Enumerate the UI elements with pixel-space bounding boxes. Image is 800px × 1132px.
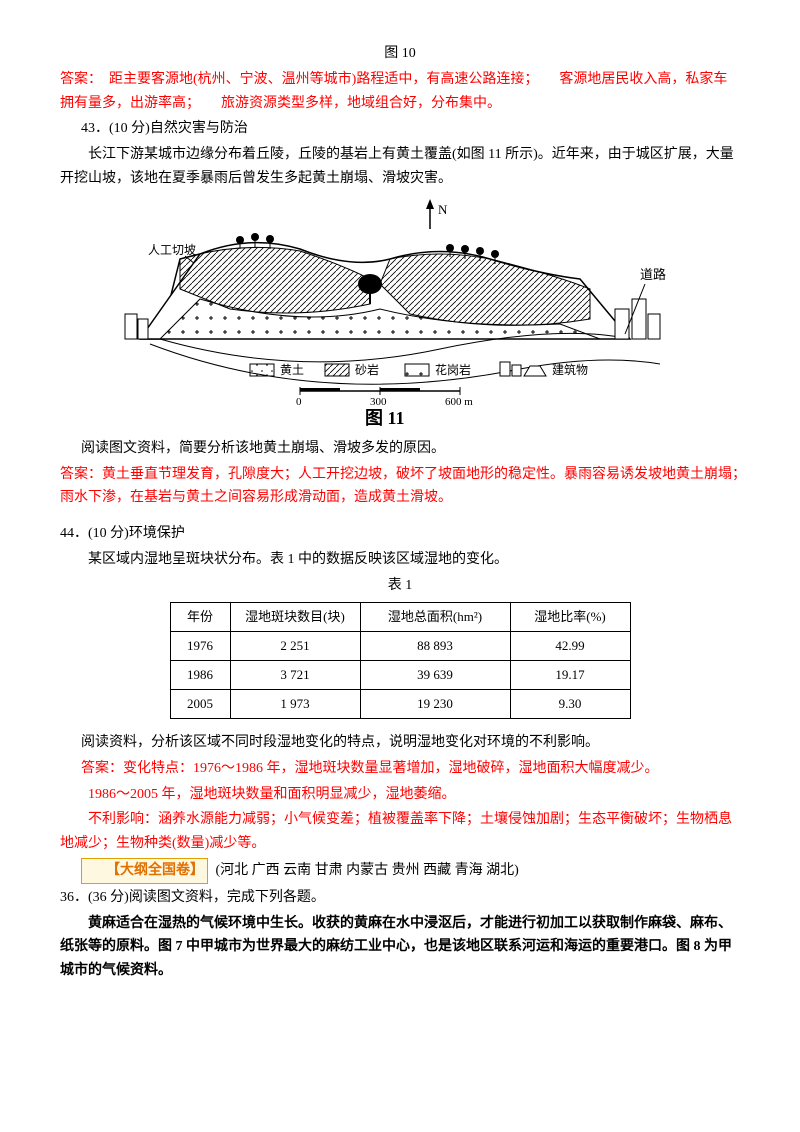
q44-ans1: 答案：变化特点：1976～1986 年，湿地斑块数量显著增加，湿地破碎，湿地面积… [60, 757, 740, 781]
cell: 2 251 [230, 631, 360, 660]
figure-11: N 人工切坡 [60, 199, 740, 429]
table-row: 2005 1 973 19 230 9.30 [170, 689, 630, 718]
wetland-table: 年份 湿地斑块数目(块) 湿地总面积(hm²) 湿地比率(%) 1976 2 2… [170, 602, 631, 719]
label-road: 道路 [640, 267, 666, 282]
scale-300: 300 [370, 396, 387, 408]
fig11-svg: N 人工切坡 [120, 199, 680, 429]
cell: 3 721 [230, 660, 360, 689]
cell: 1 973 [230, 689, 360, 718]
q43-answer: 答案：黄土垂直节理发育，孔隙度大；人工开挖边坡，破坏了坡面地形的稳定性。暴雨容易… [60, 463, 740, 511]
q44-stem: 某区域内湿地呈斑块状分布。表 1 中的数据反映该区域湿地的变化。 [60, 548, 740, 572]
legend-granite: 花岗岩 [435, 362, 471, 377]
dagang-line: 【大纲全国卷】 (河北 广西 云南 甘肃 内蒙古 贵州 西藏 青海 湖北) [60, 858, 740, 884]
cell: 2005 [170, 689, 230, 718]
q44-number: 44．(10 分)环境保护 [60, 522, 740, 546]
th-ratio: 湿地比率(%) [510, 602, 630, 631]
q44-prompt: 阅读资料，分析该区域不同时段湿地变化的特点，说明湿地变化对环境的不利影响。 [60, 731, 740, 755]
fig11-caption: 图 11 [365, 408, 405, 428]
scale-600: 600 m [445, 396, 473, 408]
label-n: N [438, 202, 448, 217]
cell: 1976 [170, 631, 230, 660]
legend-sandstone: 砂岩 [355, 362, 379, 377]
cell: 9.30 [510, 689, 630, 718]
th-patches: 湿地斑块数目(块) [230, 602, 360, 631]
legend-loess: 黄土 [280, 363, 304, 377]
th-year: 年份 [170, 602, 230, 631]
q44-ans2: 1986～2005 年，湿地斑块数量和面积明显减少，湿地萎缩。 [60, 783, 740, 807]
q36-stem: 黄麻适合在湿热的气候环境中生长。收获的黄麻在水中浸沤后，才能进行初加工以获取制作… [60, 912, 740, 983]
legend-building: 建筑物 [552, 362, 588, 377]
scale-0: 0 [296, 396, 302, 408]
dagang-tag: 【大纲全国卷】 [81, 858, 208, 884]
table1-caption: 表 1 [60, 574, 740, 598]
cell: 39 639 [360, 660, 510, 689]
q43-number: 43．(10 分)自然灾害与防治 [60, 117, 740, 141]
q44-ans3: 不利影响：涵养水源能力减弱；小气候变差；植被覆盖率下降；土壤侵蚀加剧；生态平衡破… [60, 808, 740, 856]
table-header-row: 年份 湿地斑块数目(块) 湿地总面积(hm²) 湿地比率(%) [170, 602, 630, 631]
cell: 42.99 [510, 631, 630, 660]
table-row: 1976 2 251 88 893 42.99 [170, 631, 630, 660]
cell: 19.17 [510, 660, 630, 689]
label-slope: 人工切坡 [148, 243, 196, 257]
th-area: 湿地总面积(hm²) [360, 602, 510, 631]
dagang-provinces: (河北 广西 云南 甘肃 内蒙古 贵州 西藏 青海 湖北) [216, 863, 519, 878]
cell: 19 230 [360, 689, 510, 718]
cell: 1986 [170, 660, 230, 689]
q36-number: 36．(36 分)阅读图文资料，完成下列各题。 [60, 886, 740, 910]
cell: 88 893 [360, 631, 510, 660]
q43-prompt: 阅读图文资料，简要分析该地黄土崩塌、滑坡多发的原因。 [60, 437, 740, 461]
answer-42: 答案： 距主要客源地(杭州、宁波、温州等城市)路程适中，有高速公路连接； 客源地… [60, 68, 740, 116]
table-row: 1986 3 721 39 639 19.17 [170, 660, 630, 689]
fig10-caption: 图 10 [60, 42, 740, 66]
q43-stem: 长江下游某城市边缘分布着丘陵，丘陵的基岩上有黄土覆盖(如图 11 所示)。近年来… [60, 143, 740, 191]
